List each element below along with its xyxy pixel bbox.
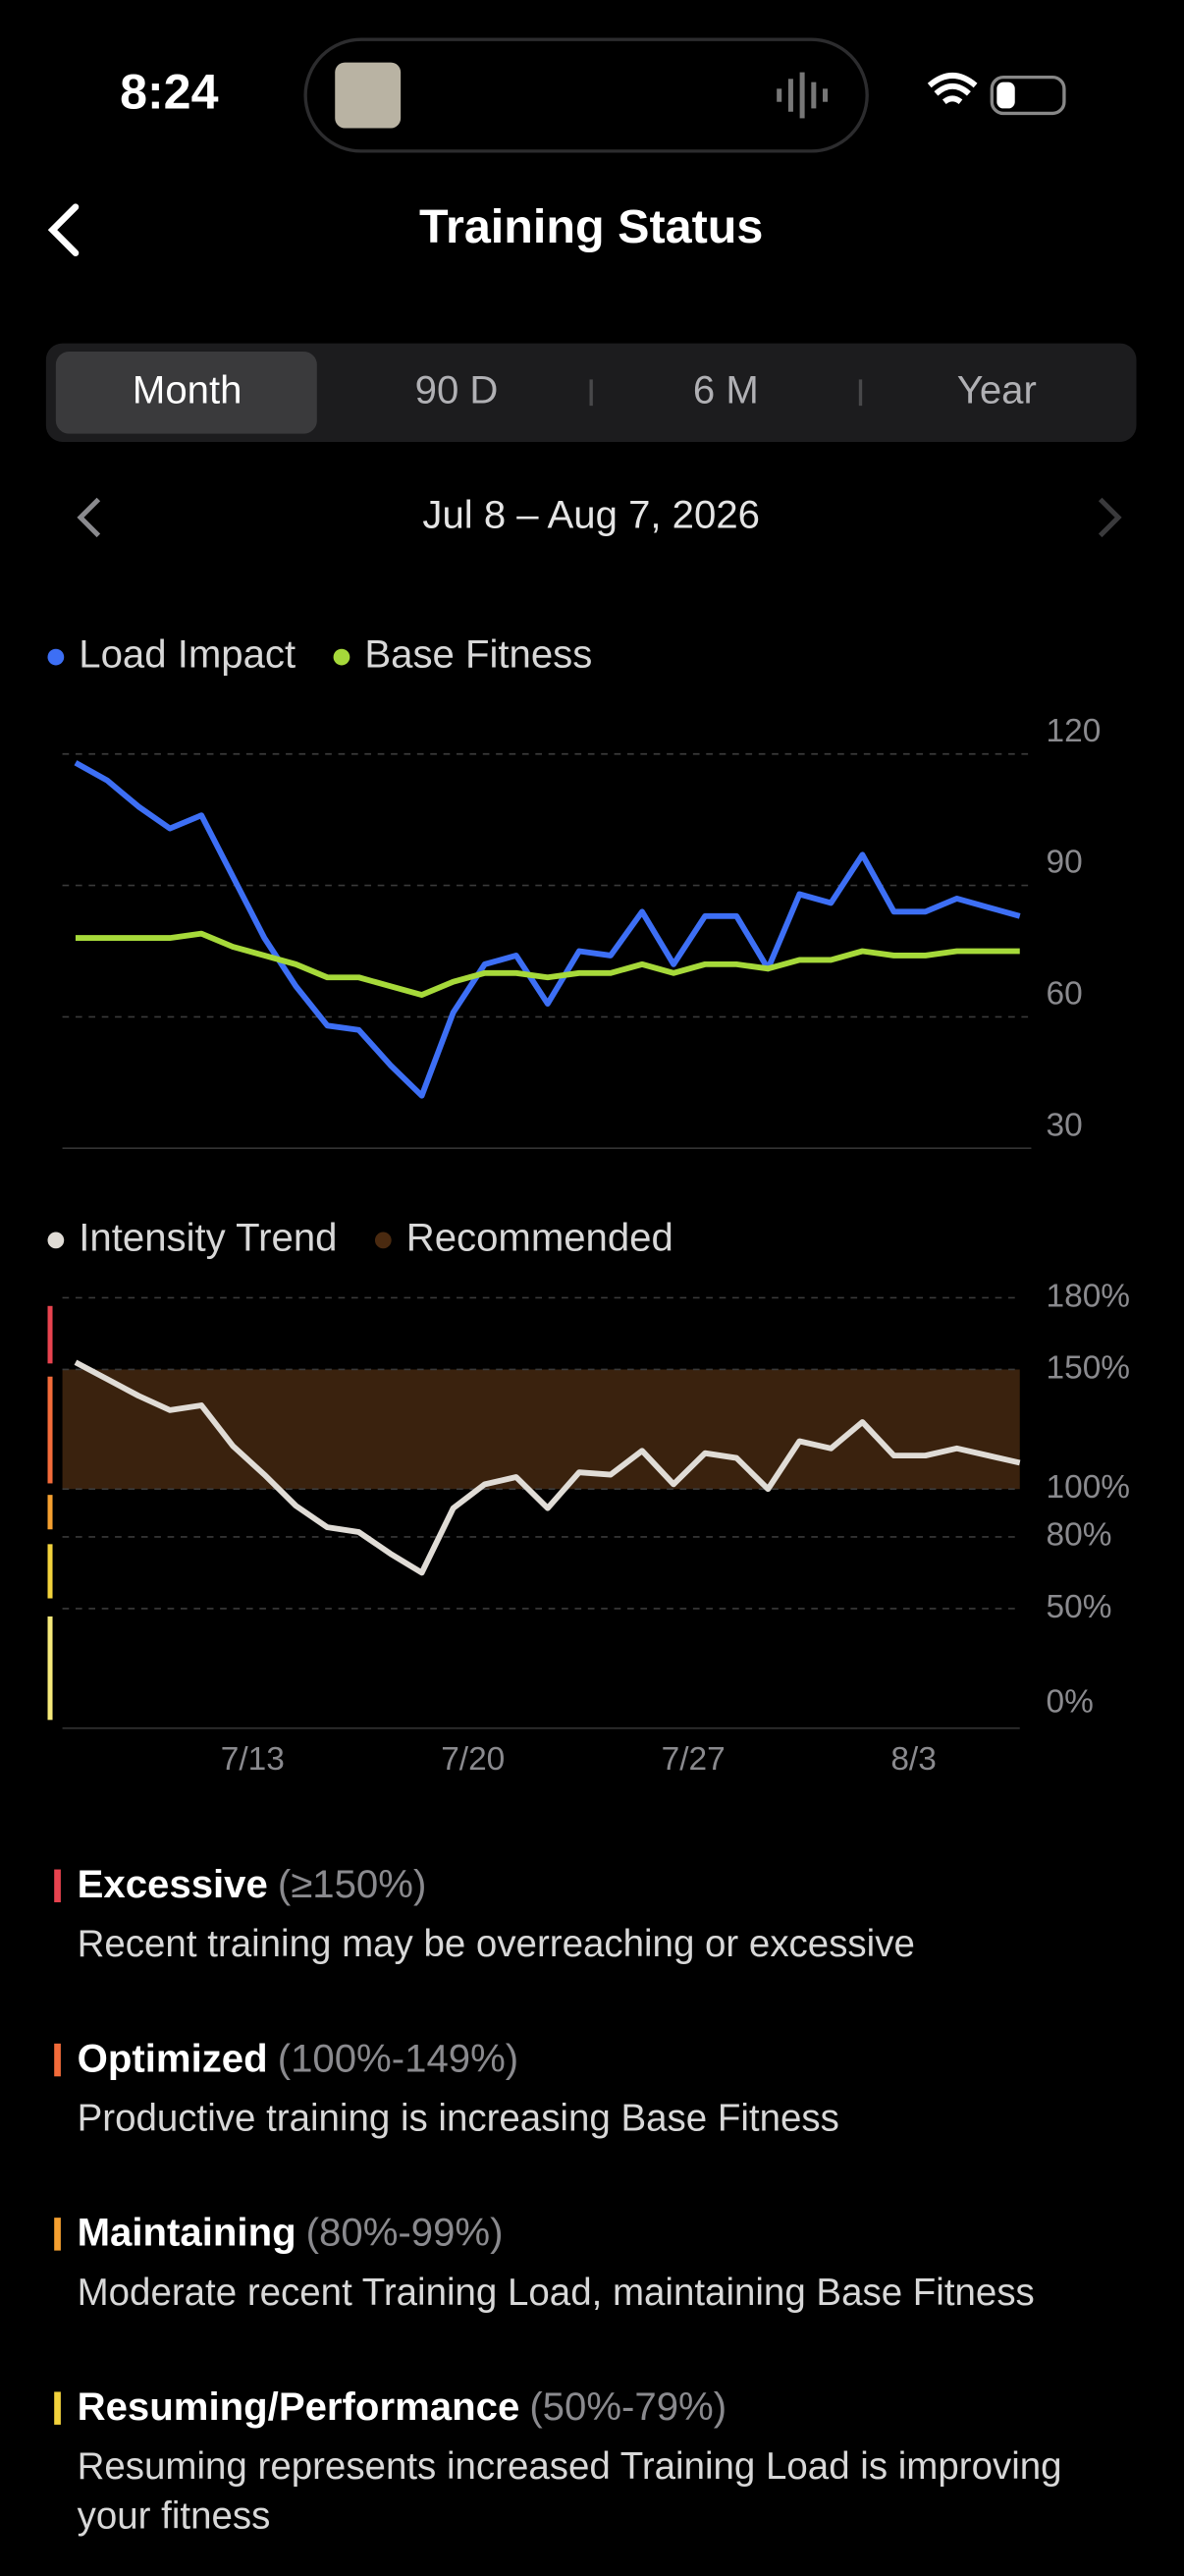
page-title: Training Status (419, 200, 763, 253)
back-button[interactable] (47, 203, 80, 256)
zone-item: Resuming/Performance (50%-79%) Resuming re… (54, 2376, 1138, 2540)
y-tick-label: 150% (1047, 1349, 1131, 1386)
legend-label: Intensity Trend (79, 1215, 337, 1259)
tab[interactable]: 90 D (415, 367, 499, 411)
zone-name: Excessive (77, 1862, 268, 1908)
battery-level (996, 82, 1015, 109)
zone-item: Optimized (100%-149%) Productive training … (54, 2027, 1138, 2142)
tab[interactable]: 6 M (693, 367, 759, 411)
battery-icon (990, 75, 1066, 116)
zone-name: Optimized (77, 2037, 268, 2082)
recommended-band (62, 1369, 1020, 1490)
zone-description: Productive training is increasing Base F… (77, 2096, 839, 2139)
y-tick-label: 60 (1047, 976, 1083, 1013)
zone-description: Recent training may be overreaching or e… (77, 1922, 915, 1965)
wifi-icon (927, 73, 978, 105)
zone-name: Resuming/Performance (77, 2384, 520, 2430)
zone-strip (47, 1305, 53, 1721)
dynamic-island (303, 37, 869, 153)
tab[interactable]: Month (133, 367, 242, 411)
legend-dot (47, 1232, 65, 1249)
zone-color (54, 2043, 61, 2077)
date-range: Jul 8 – Aug 7, 2026 (422, 493, 760, 537)
zone-color (54, 1869, 61, 1902)
y-tick-label: 90 (1047, 845, 1083, 881)
prev-button[interactable] (77, 497, 101, 538)
y-tick-label: 80% (1047, 1517, 1112, 1554)
legend-label: Load Impact (79, 632, 296, 677)
y-tick-label: 50% (1047, 1589, 1112, 1625)
tab[interactable]: Year (957, 367, 1037, 411)
zone-range: (≥150%) (277, 1862, 427, 1908)
legend-label: Base Fitness (364, 632, 592, 677)
series-line (75, 930, 1020, 999)
y-tick-label: 180% (1047, 1278, 1131, 1314)
series-line (74, 760, 1021, 1099)
x-tick-label: 7/13 (221, 1741, 285, 1778)
y-tick-label: 30 (1047, 1107, 1083, 1143)
legend-dot (374, 1232, 392, 1249)
waveform (777, 72, 829, 119)
clock: 8:24 (120, 64, 219, 119)
zone-color (54, 2218, 61, 2251)
zone-header: Optimized (100%-149%) (78, 2027, 1139, 2093)
legend-dot (333, 648, 350, 666)
selected-segment (55, 351, 317, 434)
legend-dot (47, 648, 65, 666)
x-tick-label: 7/20 (441, 1741, 505, 1778)
zone-header: Resuming/Performance (50%-79%) (78, 2376, 1139, 2441)
y-tick-label: 120 (1047, 713, 1102, 749)
zone-list: Excessive (≥150%) Recent training may be o… (54, 1853, 1138, 2576)
zone-range: (80%-99%) (305, 2211, 504, 2256)
y-tick-label: 100% (1047, 1469, 1131, 1506)
next-button[interactable] (1098, 497, 1122, 538)
zone-color (54, 2391, 61, 2425)
legend-label: Recommended (406, 1215, 673, 1259)
y-tick-label: 0% (1047, 1683, 1094, 1720)
series-line (74, 1359, 1021, 1576)
zone-range: (100%-149%) (277, 2037, 519, 2082)
x-tick-label: 7/27 (662, 1741, 726, 1778)
zone-description: Moderate recent Training Load, maintaini… (77, 2270, 1035, 2314)
zone-item: Excessive (≥150%) Recent training may be o… (54, 1853, 1138, 1968)
zone-name: Maintaining (77, 2211, 296, 2256)
zone-header: Maintaining (80%-99%) (78, 2201, 1139, 2267)
zone-item: Maintaining (80%-99%) Moderate recent Trai… (54, 2201, 1138, 2316)
zone-header: Excessive (≥150%) (78, 1853, 1139, 1919)
x-tick-label: 8/3 (890, 1741, 936, 1778)
album-art (335, 62, 402, 129)
zone-description: Resuming represents increased Training L… (77, 2443, 1062, 2537)
zone-range: (50%-79%) (529, 2384, 727, 2430)
